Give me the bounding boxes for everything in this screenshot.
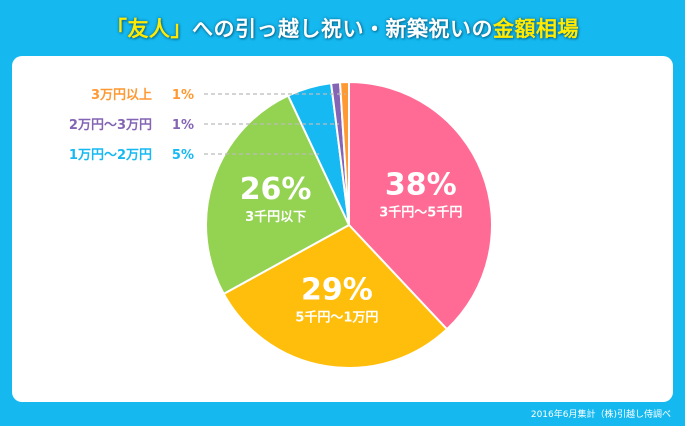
callout-category-label: 3万円以上 bbox=[91, 88, 152, 103]
pie-slice bbox=[348, 80, 493, 331]
pie-slice bbox=[222, 223, 449, 369]
pie-slice bbox=[205, 94, 351, 296]
callout-percent-label: 5% bbox=[172, 148, 194, 163]
slice-percent-label: 38% bbox=[385, 168, 457, 203]
page-title: 「友人」への引っ越し祝い・新築祝いの 金額相場 bbox=[0, 0, 685, 56]
pie-slice bbox=[338, 80, 350, 226]
title-keyword: 友人 bbox=[127, 17, 171, 41]
callout-percent-label: 1% bbox=[172, 88, 194, 103]
chart-panel: 38% 3千円～5千円 29% 5千円～1万円 26% 3千円以下 3万円以上 1% 2万円～3… bbox=[12, 56, 673, 402]
source-note: 2016年6月集計（株)引越し侍調べ bbox=[530, 410, 671, 420]
callout-category-label: 1万円～2万円 bbox=[69, 148, 152, 163]
slice-percent-label: 26% bbox=[240, 172, 312, 207]
callout-category-label: 2万円～3万円 bbox=[69, 118, 152, 133]
slice-percent-label: 29% bbox=[301, 272, 373, 307]
slice-category-label: 3千円以下 bbox=[245, 209, 306, 225]
title-highlight: 金額相場 bbox=[493, 17, 579, 41]
title-close-bracket: 」 bbox=[170, 17, 192, 41]
callout-percent-label: 1% bbox=[172, 118, 194, 133]
pie-chart: 38% 3千円～5千円 29% 5千円～1万円 26% 3千円以下 3万円以上 1% 2万円～3… bbox=[69, 80, 493, 369]
title-middle: への引っ越し祝い・新築祝いの bbox=[192, 17, 493, 41]
slice-category-label: 3千円～5千円 bbox=[379, 205, 462, 221]
title-open-bracket: 「 bbox=[106, 17, 128, 41]
slice-category-label: 5千円～1万円 bbox=[295, 309, 378, 325]
